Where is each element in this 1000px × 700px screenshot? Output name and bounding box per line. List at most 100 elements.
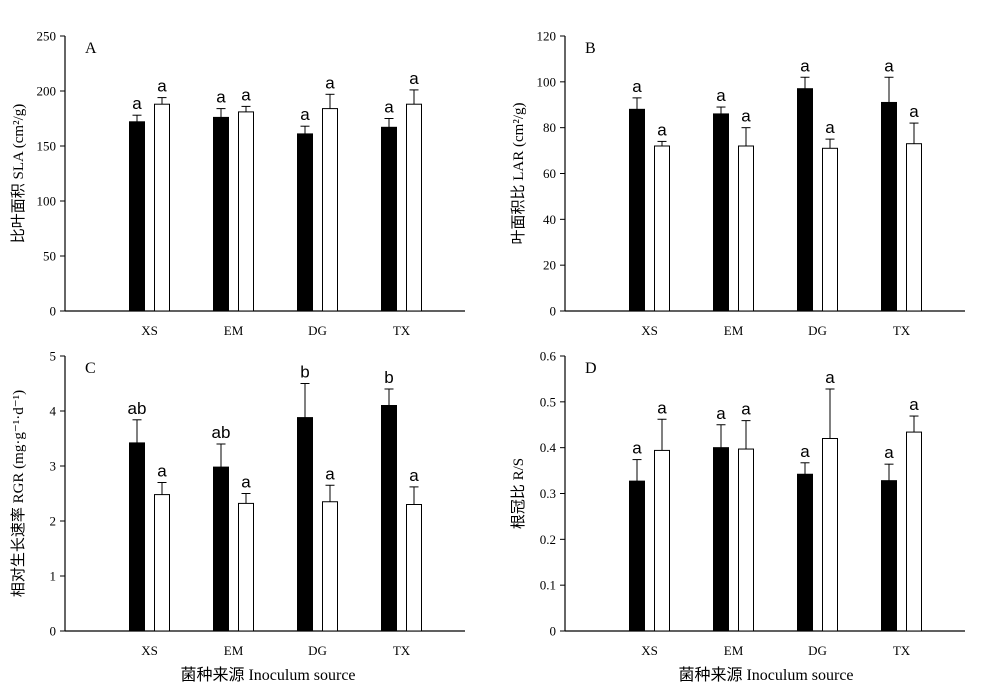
significance-label: a: [741, 400, 751, 419]
x-category-label: DG: [808, 643, 827, 658]
bar: [906, 431, 922, 632]
y-tick-label: 0.3: [540, 486, 556, 501]
y-tick-label: 20: [543, 258, 556, 273]
x-category-label: TX: [393, 643, 411, 658]
y-tick-label: 0: [550, 624, 557, 639]
y-tick-label: 1: [50, 569, 57, 584]
y-tick-label: 0: [50, 624, 57, 639]
bar: [213, 116, 229, 312]
x-category-label: TX: [893, 323, 911, 338]
bar: [629, 480, 645, 632]
significance-label: a: [800, 56, 810, 75]
significance-label: a: [632, 439, 642, 458]
significance-label: a: [409, 466, 419, 485]
y-tick-label: 5: [50, 349, 57, 364]
x-category-label: EM: [224, 643, 244, 658]
x-category-label: DG: [808, 323, 827, 338]
y-tick-label: 60: [543, 166, 556, 181]
significance-label: b: [300, 363, 309, 382]
y-tick-label: 100: [37, 194, 57, 209]
x-category-label: XS: [141, 643, 158, 658]
x-category-label: XS: [641, 323, 658, 338]
bar: [322, 108, 338, 312]
y-tick-label: 0: [550, 304, 557, 319]
significance-label: a: [741, 107, 751, 126]
significance-label: a: [825, 118, 835, 137]
panel-label: A: [85, 40, 97, 57]
bar: [381, 126, 397, 312]
bar: [738, 145, 754, 312]
bar: [406, 103, 422, 312]
x-category-label: EM: [224, 323, 244, 338]
significance-label: a: [300, 105, 310, 124]
y-tick-label: 40: [543, 212, 556, 227]
x-axis-title-right: 菌种来源 Inoculum source: [678, 666, 853, 684]
significance-label: a: [157, 77, 167, 96]
bar: [238, 111, 254, 312]
significance-label: a: [909, 395, 919, 414]
significance-label: a: [216, 88, 226, 107]
bar: [881, 480, 897, 632]
significance-label: a: [657, 398, 667, 417]
y-tick-label: 50: [43, 249, 56, 264]
x-category-label: DG: [308, 323, 327, 338]
y-tick-label: 80: [543, 120, 556, 135]
bar: [822, 438, 838, 632]
x-category-label: EM: [724, 643, 744, 658]
bar: [713, 447, 729, 632]
bar: [629, 108, 645, 312]
bar: [738, 448, 754, 632]
x-category-label: XS: [641, 643, 658, 658]
y-axis-label: 相对生长速率 RGR (mg·g⁻¹·d⁻¹): [10, 390, 27, 597]
y-tick-label: 120: [537, 29, 557, 44]
y-tick-label: 0.5: [540, 394, 556, 409]
significance-label: a: [384, 98, 394, 117]
significance-label: b: [384, 368, 393, 387]
y-tick-label: 250: [37, 29, 57, 44]
bar: [297, 133, 313, 312]
significance-label: a: [657, 120, 667, 139]
bar: [322, 501, 338, 632]
significance-label: a: [884, 443, 894, 462]
y-tick-label: 100: [537, 74, 557, 89]
x-category-label: XS: [141, 323, 158, 338]
bar: [297, 417, 313, 632]
y-axis-label: 叶面积比 LAR (cm²/g): [510, 103, 527, 245]
x-axis-title-left: 菌种来源 Inoculum source: [180, 666, 355, 684]
y-tick-label: 150: [37, 139, 57, 154]
significance-label: a: [632, 77, 642, 96]
significance-label: a: [716, 404, 726, 423]
x-category-label: DG: [308, 643, 327, 658]
significance-label: a: [884, 56, 894, 75]
x-category-label: TX: [893, 643, 911, 658]
significance-label: a: [716, 86, 726, 105]
significance-label: a: [800, 442, 810, 461]
panel-label: D: [585, 360, 597, 377]
bar: [822, 147, 838, 312]
bar: [797, 88, 813, 312]
y-axis-label: 根冠比 R/S: [510, 458, 527, 529]
panel-label: B: [585, 40, 596, 57]
y-tick-label: 0.2: [540, 532, 556, 547]
significance-label: a: [241, 85, 251, 104]
bar: [213, 466, 229, 632]
bar: [406, 504, 422, 632]
bar: [238, 502, 254, 632]
y-tick-label: 0: [50, 304, 57, 319]
bar: [654, 449, 670, 632]
y-tick-label: 3: [50, 459, 57, 474]
y-tick-label: 0.4: [540, 440, 557, 455]
bar: [881, 101, 897, 312]
bar: [797, 473, 813, 632]
bar: [906, 143, 922, 312]
significance-label: a: [132, 94, 142, 113]
significance-label: a: [825, 368, 835, 387]
bar: [129, 442, 145, 632]
y-tick-label: 4: [50, 404, 57, 419]
y-tick-label: 200: [37, 84, 57, 99]
